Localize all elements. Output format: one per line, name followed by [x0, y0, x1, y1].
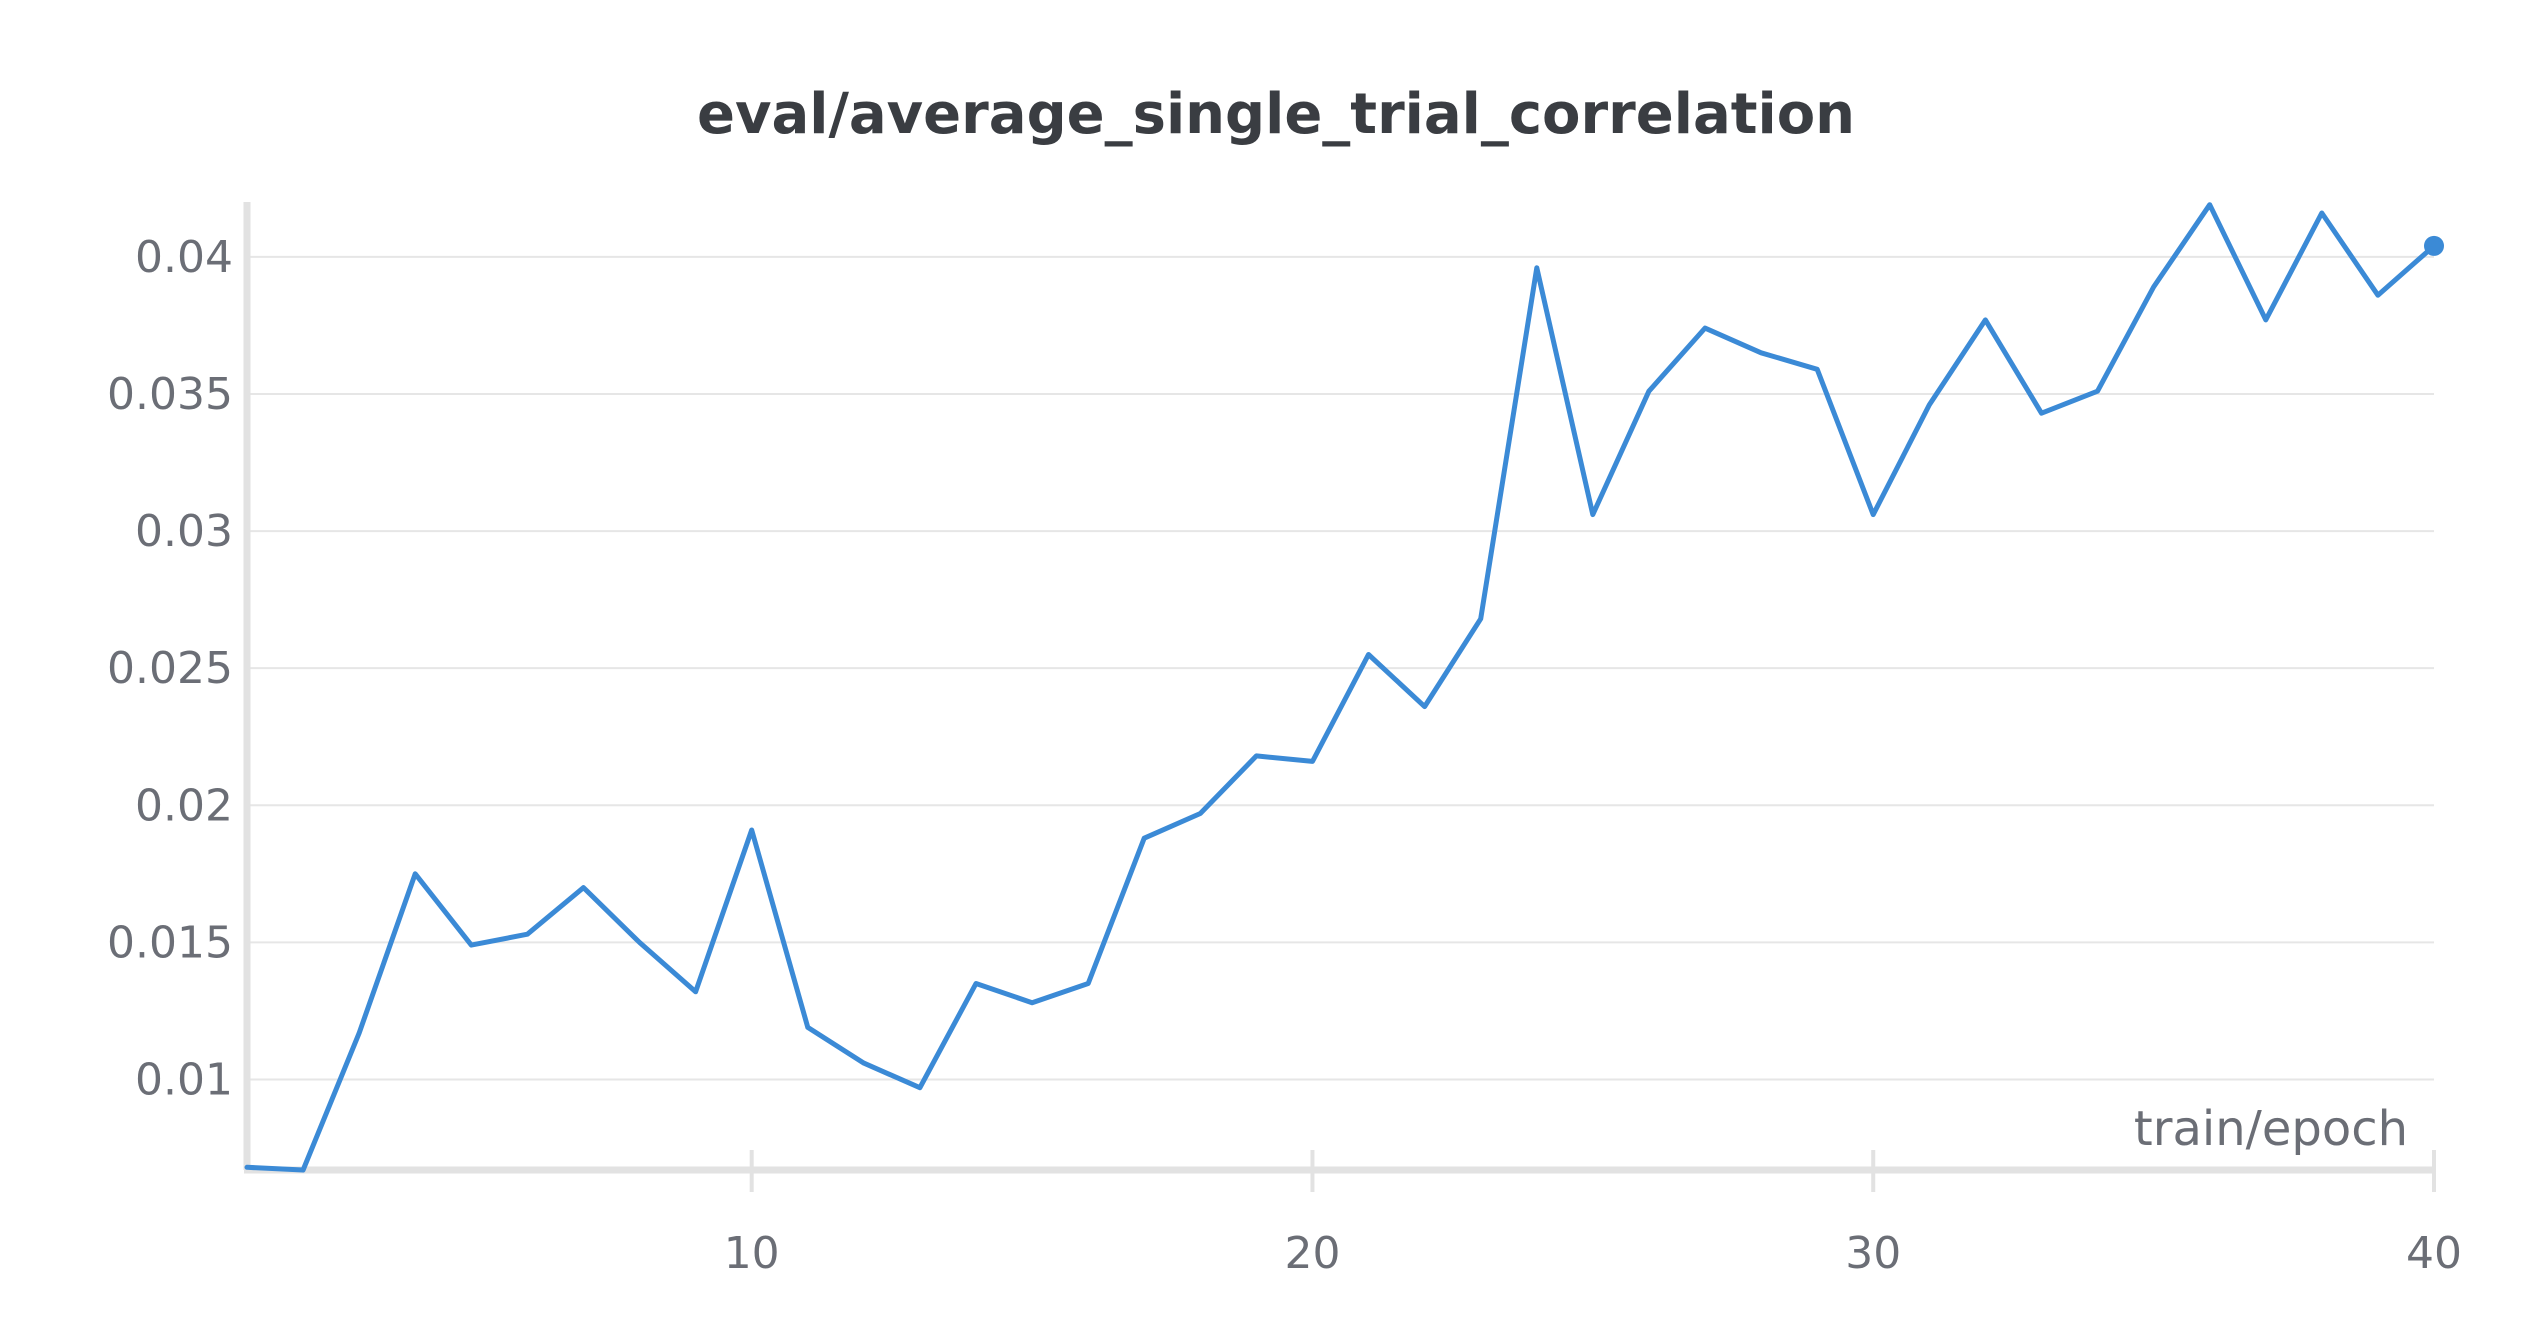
- x-axis-ticks: 10 20 30 40: [724, 1150, 2462, 1279]
- y-tick-label: 0.035: [107, 369, 233, 420]
- y-tick-label: 0.025: [107, 643, 233, 694]
- chart-title: eval/average_single_trial_correlation: [697, 82, 1855, 147]
- x-axis-label: train/epoch: [2134, 1101, 2408, 1157]
- x-tick-label: 20: [1284, 1228, 1340, 1279]
- series-line: [244, 202, 2437, 1173]
- x-tick-label: 30: [1845, 1228, 1901, 1279]
- x-tick-label: 40: [2406, 1228, 2462, 1279]
- y-tick-label: 0.04: [135, 232, 233, 283]
- grid-lines: [247, 255, 2434, 1081]
- y-tick-label: 0.02: [135, 780, 233, 831]
- y-tick-label: 0.03: [135, 506, 233, 557]
- series-endpoint: [2424, 235, 2444, 256]
- series-layer: [244, 202, 2444, 1173]
- y-tick-label: 0.01: [135, 1055, 233, 1106]
- y-tick-label: 0.015: [107, 917, 233, 968]
- x-tick-label: 10: [724, 1228, 780, 1279]
- y-axis-ticks: 0.01 0.015 0.02 0.025 0.03 0.035 0.04: [107, 232, 233, 1106]
